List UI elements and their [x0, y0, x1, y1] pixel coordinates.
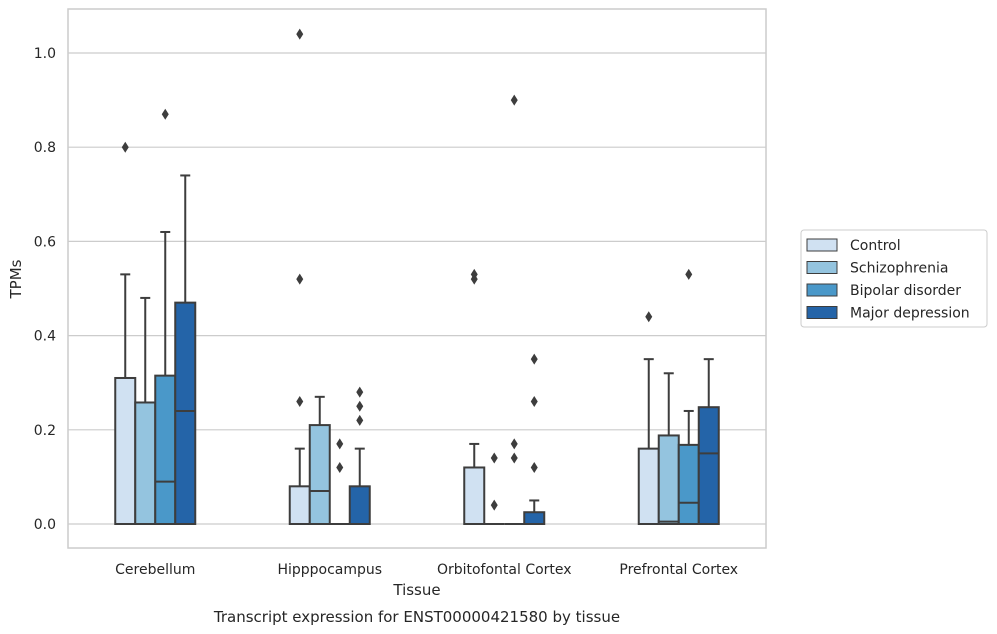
outlier-point: [336, 438, 344, 450]
legend-swatch: [806, 283, 838, 297]
outlier-point: [470, 268, 478, 280]
box-item: [308, 395, 331, 525]
legend: Control Schizophrenia Bipolar disorder Majo…: [800, 229, 988, 328]
box-item: [504, 94, 525, 525]
box-rect: [114, 376, 137, 525]
legend-swatch: [806, 306, 838, 319]
box-item: [677, 268, 700, 526]
outlier-point: [685, 268, 693, 280]
legend-label: Bipolar disorder: [850, 283, 961, 299]
y-tick-label: 0.4: [34, 329, 56, 345]
outlier-point: [645, 311, 653, 323]
legend-label: Schizophrenia: [850, 261, 948, 277]
outlier-point: [490, 499, 498, 511]
legend-label: Control: [850, 238, 901, 254]
box-item: [523, 353, 546, 525]
y-tick-label: 1.0: [34, 46, 56, 62]
box-item: [329, 438, 350, 525]
box-item: [484, 452, 505, 525]
box-item: [114, 141, 137, 525]
outlier-point: [296, 28, 304, 40]
box-item: [463, 268, 486, 526]
box-rect: [657, 434, 680, 525]
outlier-point: [530, 396, 538, 408]
box-item: [657, 372, 680, 525]
x-axis-ticks: Cerebellum Hipppocampus Orbitofontal Corte…: [115, 562, 738, 578]
outlier-point: [296, 396, 304, 408]
x-tick-label: Orbitofontal Cortex: [437, 562, 572, 578]
outlier-point: [121, 141, 129, 153]
x-axis-label: Tissue: [392, 581, 440, 599]
legend-swatch: [806, 238, 838, 252]
box-rect: [154, 374, 177, 526]
x-tick-label: Prefrontal Cortex: [619, 562, 738, 578]
box-item: [134, 296, 157, 525]
box-item: [288, 28, 311, 526]
legend-swatch: [806, 261, 838, 274]
box-item: [637, 311, 660, 526]
box-rect: [348, 485, 371, 526]
box-rect: [523, 511, 546, 525]
box-item: [348, 386, 371, 526]
outlier-point: [356, 386, 364, 398]
x-tick-label: Hipppocampus: [277, 562, 382, 578]
y-tick-label: 0.6: [34, 234, 56, 250]
outlier-point: [161, 108, 169, 120]
y-axis-label: TPMs: [7, 259, 25, 299]
box-rect: [308, 424, 331, 525]
outlier-point: [510, 438, 518, 450]
figure-caption: Transcript expression for ENST0000042158…: [213, 608, 620, 626]
y-axis-ticks: 0.0 0.2 0.4 0.6 0.8 1.0: [34, 46, 56, 533]
y-tick-label: 0.2: [34, 423, 56, 439]
outlier-point: [510, 94, 518, 106]
outlier-point: [490, 452, 498, 464]
box-rect: [697, 406, 720, 525]
x-tick-label: Cerebellum: [115, 562, 195, 578]
y-tick-label: 0.0: [34, 517, 56, 533]
legend-frame: [800, 229, 988, 328]
outlier-point: [510, 452, 518, 464]
box-rect: [134, 401, 157, 525]
outlier-point: [356, 414, 364, 426]
box-rect: [463, 466, 486, 526]
outlier-point: [530, 461, 538, 473]
box-rect: [677, 443, 700, 526]
legend-label: Major depression: [850, 306, 970, 322]
box-item: [154, 108, 177, 526]
outlier-point: [296, 273, 304, 285]
box-item: [174, 174, 197, 525]
box-series: [114, 28, 720, 526]
outlier-point: [356, 400, 364, 412]
box-item: [697, 358, 720, 525]
outlier-point: [530, 353, 538, 365]
outlier-point: [336, 461, 344, 473]
plot-frame: [67, 8, 767, 549]
box-rect: [637, 447, 660, 526]
box-rect: [288, 485, 311, 526]
box-rect: [174, 301, 197, 525]
y-tick-label: 0.8: [34, 140, 56, 156]
